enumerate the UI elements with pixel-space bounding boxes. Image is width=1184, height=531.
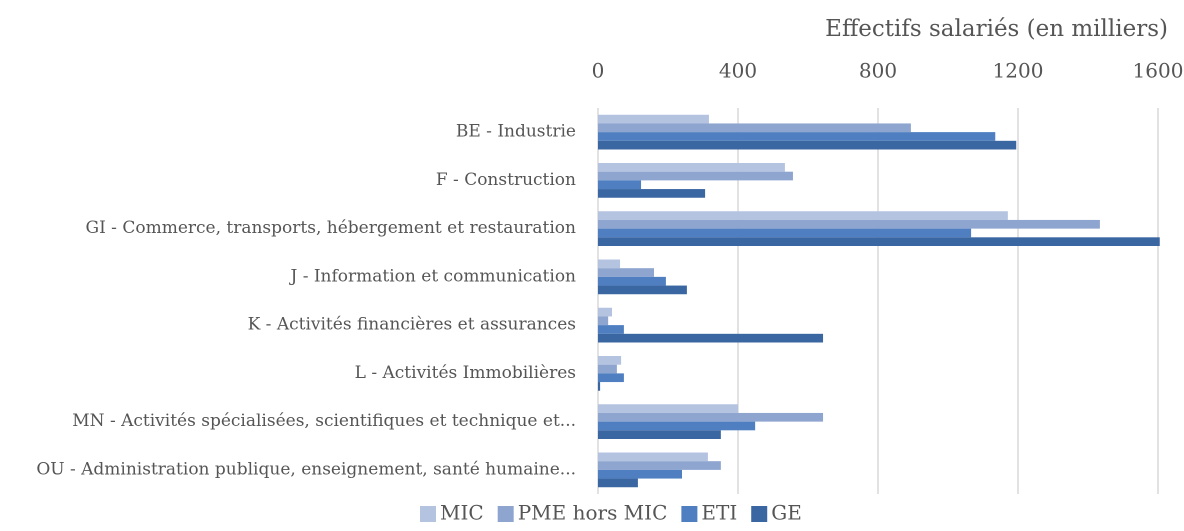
bar bbox=[598, 316, 609, 326]
bar bbox=[598, 469, 682, 479]
legend-label: MIC bbox=[440, 501, 484, 525]
bar bbox=[598, 268, 654, 277]
bar bbox=[598, 412, 824, 422]
y-tick-label: K - Activités financières et assurances bbox=[248, 315, 576, 335]
bar bbox=[598, 382, 601, 391]
bar bbox=[598, 285, 687, 295]
bar bbox=[598, 114, 709, 124]
bar bbox=[598, 325, 624, 334]
bar bbox=[598, 276, 666, 286]
bar bbox=[598, 140, 1017, 150]
y-tick-label: J - Information et communication bbox=[288, 266, 576, 286]
legend-swatch bbox=[420, 506, 436, 522]
bar bbox=[598, 452, 708, 462]
bar bbox=[598, 132, 996, 141]
bar bbox=[598, 180, 642, 190]
y-tick-label: BE - Industrie bbox=[456, 122, 576, 142]
bar bbox=[598, 478, 638, 488]
x-tick-label: 800 bbox=[859, 59, 897, 83]
bar bbox=[598, 430, 721, 439]
legend-label: ETI bbox=[701, 501, 737, 525]
bar bbox=[598, 228, 972, 238]
bar bbox=[598, 404, 738, 413]
x-tick-label: 1600 bbox=[1133, 59, 1184, 83]
bar bbox=[598, 356, 622, 365]
x-tick-label: 400 bbox=[719, 59, 757, 83]
legend-label: PME hors MIC bbox=[518, 501, 668, 525]
x-tick-label: 1200 bbox=[993, 59, 1044, 83]
y-tick-label: L - Activités Immobilières bbox=[355, 363, 576, 383]
y-tick-label: MN - Activités spécialisées, scientifiqu… bbox=[72, 411, 576, 431]
bar bbox=[598, 259, 621, 269]
axis-title: Effectifs salariés (en milliers) bbox=[825, 16, 1168, 42]
bar bbox=[598, 461, 721, 470]
y-tick-label: GI - Commerce, transports, hébergement e… bbox=[85, 218, 576, 238]
x-tick-label: 0 bbox=[592, 59, 605, 83]
bar bbox=[598, 211, 1008, 220]
bar bbox=[598, 237, 1160, 246]
y-tick-label: F - Construction bbox=[436, 170, 576, 190]
bar bbox=[598, 421, 756, 431]
legend-swatch bbox=[681, 506, 698, 522]
bar bbox=[598, 364, 617, 374]
bar bbox=[598, 373, 624, 383]
bar bbox=[598, 333, 824, 343]
bar bbox=[598, 163, 785, 172]
bar bbox=[598, 189, 706, 198]
bar bbox=[598, 123, 911, 133]
bar bbox=[598, 307, 612, 317]
bar bbox=[598, 171, 793, 181]
legend-swatch bbox=[751, 506, 768, 522]
legend-swatch bbox=[497, 506, 514, 522]
y-tick-label: OU - Administration publique, enseigneme… bbox=[36, 459, 576, 479]
legend-label: GE bbox=[771, 501, 802, 525]
bar bbox=[598, 219, 1100, 229]
